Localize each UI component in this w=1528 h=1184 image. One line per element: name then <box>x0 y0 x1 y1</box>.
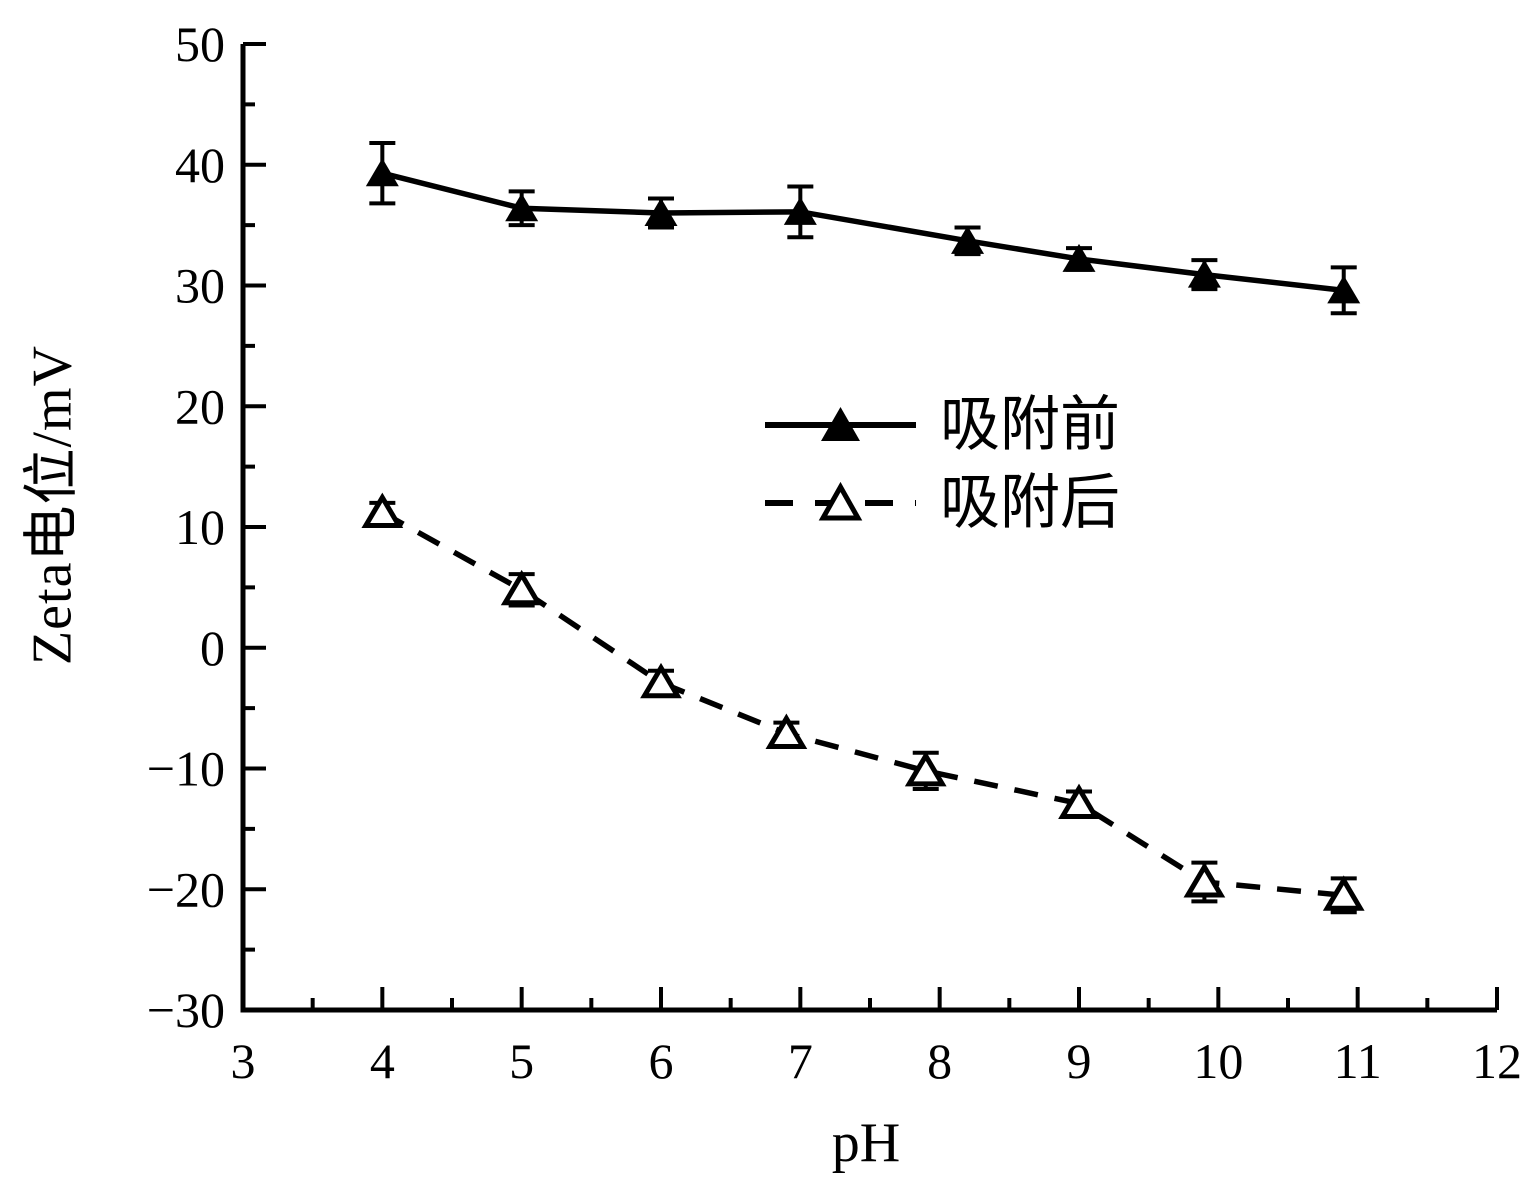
open-triangle-marker <box>1183 862 1226 898</box>
open-triangle-marker <box>500 569 543 606</box>
y-tick-label: −20 <box>147 861 225 917</box>
open-triangle-marker <box>361 492 404 529</box>
filled-triangle-marker <box>1187 259 1221 288</box>
open-triangle-marker <box>1058 783 1100 820</box>
filled-triangle-marker <box>951 225 985 254</box>
x-tick-label: 10 <box>1193 1033 1243 1089</box>
y-axis-ticks: 50 40 30 20 10 0 −10 −20 −30 <box>147 16 266 1038</box>
open-triangle-marker <box>640 662 682 699</box>
x-axis-ticks: 3 4 5 6 7 8 9 10 11 12 <box>231 987 1522 1089</box>
y-axis-title: Zeta电位/mV <box>21 344 84 666</box>
y-tick-label: 50 <box>175 16 225 72</box>
x-tick-label: 4 <box>370 1033 395 1089</box>
x-tick-label: 3 <box>231 1033 256 1089</box>
filled-triangle-marker <box>365 158 399 187</box>
filled-triangle-marker <box>644 198 678 227</box>
y-tick-label: 20 <box>175 378 225 434</box>
x-tick-label: 9 <box>1067 1033 1092 1089</box>
legend-dashed-line-open-triangle-icon <box>765 481 916 521</box>
x-tick-label: 11 <box>1334 1033 1382 1089</box>
x-tick-label: 7 <box>788 1033 813 1089</box>
open-triangle-marker <box>765 713 808 749</box>
legend: 吸附前 吸附后 <box>763 392 1120 536</box>
filled-triangle-marker <box>783 196 817 225</box>
y-tick-label: −10 <box>147 741 225 797</box>
x-tick-label: 8 <box>927 1033 952 1089</box>
legend-label-after-adsorption: 吸附后 <box>940 470 1120 536</box>
legend-solid-line-filled-triangle-icon <box>765 407 916 441</box>
legend-item-before-adsorption: 吸附前 <box>763 392 1120 458</box>
x-tick-label: 5 <box>509 1033 534 1089</box>
series-after-adsorption <box>361 492 1365 915</box>
legend-label-before-adsorption: 吸附前 <box>940 392 1120 458</box>
x-tick-label: 6 <box>649 1033 674 1089</box>
x-axis-title: pH <box>831 1112 901 1174</box>
open-triangle-marker <box>1322 875 1365 911</box>
y-tick-label: 0 <box>200 620 225 676</box>
y-tick-label: 10 <box>175 499 225 555</box>
series-before-adsorption <box>365 141 1361 316</box>
dashed-series-line <box>380 510 1344 899</box>
solid-series-line <box>381 170 1345 294</box>
filled-triangle-marker <box>1327 275 1361 304</box>
legend-item-after-adsorption: 吸附后 <box>763 470 1120 536</box>
filled-triangle-marker <box>1062 243 1096 272</box>
open-triangle-marker <box>904 750 947 787</box>
y-tick-label: 40 <box>175 137 225 193</box>
y-tick-label: 30 <box>175 258 225 314</box>
y-tick-label: −30 <box>147 982 225 1038</box>
filled-triangle-marker <box>505 193 539 222</box>
x-tick-label: 12 <box>1472 1033 1522 1089</box>
